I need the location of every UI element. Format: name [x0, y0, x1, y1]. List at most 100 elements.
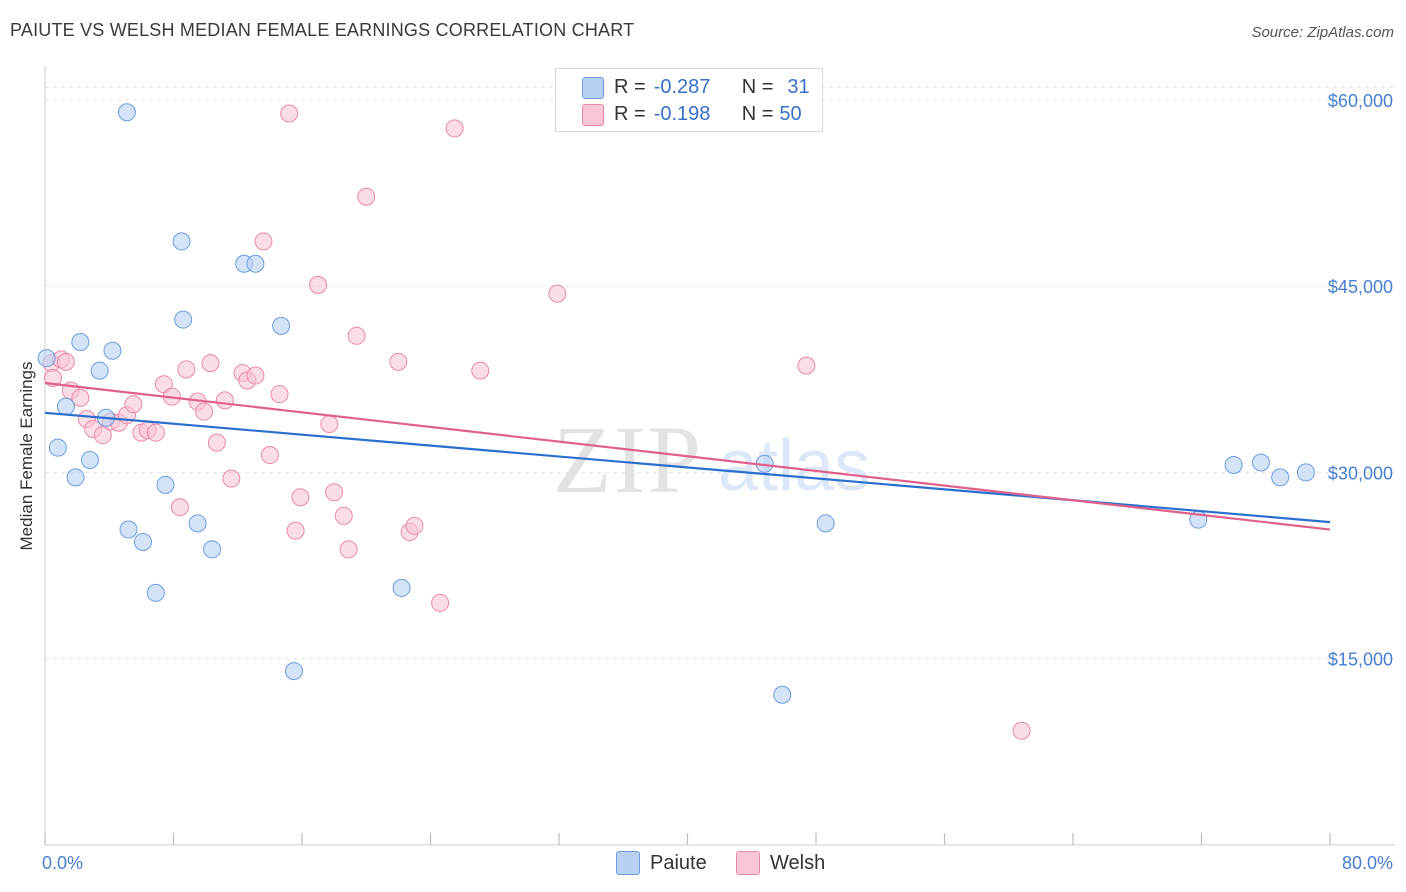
welsh-point — [357, 187, 376, 206]
legend-r-value: -0.198 — [653, 102, 711, 125]
paiute-point — [272, 316, 291, 335]
welsh-point — [389, 352, 408, 371]
legend-n-value: 50 — [779, 102, 802, 125]
welsh-point — [445, 119, 464, 138]
x-tick-label: 80.0% — [1342, 853, 1393, 873]
paiute-point — [1271, 468, 1290, 487]
tick-labels: $15,000 $30,000 $45,000 $60,000 0.0% 80.0% — [42, 91, 1393, 873]
legend-swatch-paiute — [582, 77, 604, 99]
bottom-legend-paiute: Paiute — [616, 851, 707, 875]
welsh-trend-line — [44, 381, 1331, 531]
paiute-point — [37, 349, 56, 368]
welsh-point — [334, 506, 353, 525]
bottom-legend-label-paiute: Paiute — [650, 851, 707, 874]
trend-lines — [44, 381, 1331, 531]
legend-row-paiute: R = -0.287 N = 31 — [614, 75, 810, 99]
paiute-point — [80, 451, 99, 469]
welsh-point — [56, 352, 75, 371]
paiute-point — [56, 397, 75, 416]
watermark-atlas: atlas — [718, 426, 870, 506]
legend-swatch-welsh — [582, 104, 604, 126]
welsh-point — [548, 284, 567, 303]
welsh-point — [797, 356, 816, 375]
chart-title: PAIUTE VS WELSH MEDIAN FEMALE EARNINGS C… — [10, 20, 635, 40]
welsh-point — [44, 369, 63, 388]
y-axis-title: Median Female Earnings — [17, 362, 36, 551]
legend-r-label: R = — [614, 102, 646, 125]
paiute-point — [174, 310, 193, 329]
welsh-point — [177, 360, 196, 379]
welsh-point — [270, 385, 289, 404]
welsh-point — [260, 446, 279, 465]
welsh-point — [146, 423, 165, 442]
legend-r-label: R = — [614, 75, 646, 98]
paiute-point — [172, 232, 191, 251]
source-label: Source: ZipAtlas.com — [1251, 24, 1394, 41]
watermark: ZIP — [553, 406, 703, 513]
welsh-points — [42, 104, 1031, 740]
paiute-points — [37, 103, 1315, 704]
paiute-point — [90, 361, 109, 380]
paiute-point — [1251, 453, 1270, 472]
welsh-point — [207, 433, 226, 452]
legend-row-welsh: R = -0.198 N = 50 — [614, 102, 802, 126]
bottom-legend-label-welsh: Welsh — [770, 851, 826, 874]
welsh-point — [291, 488, 310, 507]
paiute-point — [117, 103, 136, 122]
welsh-point — [124, 395, 143, 414]
paiute-point — [66, 468, 85, 487]
legend-n-label: N = — [741, 75, 774, 98]
paiute-point — [156, 475, 175, 494]
paiute-point — [71, 333, 90, 352]
bottom-legend-welsh: Welsh — [736, 851, 825, 875]
welsh-point — [246, 366, 265, 385]
y-tick-label: $60,000 — [1328, 91, 1393, 111]
bottom-legend-swatch-paiute — [616, 851, 640, 875]
bottom-legend: Paiute Welsh — [0, 851, 1406, 879]
paiute-point — [773, 685, 792, 704]
welsh-point — [320, 414, 339, 433]
x-tick-label: 0.0% — [42, 853, 83, 873]
welsh-point — [1012, 721, 1031, 740]
paiute-point — [816, 514, 835, 533]
welsh-point — [471, 361, 490, 380]
welsh-point — [347, 326, 366, 345]
welsh-point — [170, 498, 189, 517]
welsh-point — [195, 402, 214, 421]
welsh-point — [325, 483, 344, 502]
welsh-point — [215, 391, 234, 410]
paiute-point — [133, 532, 152, 551]
axis-layer — [44, 66, 1395, 846]
welsh-point — [286, 521, 305, 540]
welsh-point — [71, 388, 90, 407]
paiute-point — [103, 341, 122, 360]
paiute-point — [284, 662, 303, 681]
welsh-point — [93, 426, 112, 445]
paiute-point — [392, 578, 411, 597]
paiute-point — [48, 438, 67, 457]
welsh-point — [431, 593, 450, 612]
paiute-point — [119, 520, 138, 539]
legend-r-value: -0.287 — [653, 75, 711, 98]
welsh-point — [280, 104, 299, 123]
paiute-trend-line — [44, 411, 1331, 524]
welsh-point — [405, 516, 424, 535]
legend-n-label: N = — [741, 102, 774, 125]
y-tick-label: $45,000 — [1328, 277, 1393, 297]
bottom-legend-swatch-welsh — [736, 851, 760, 875]
welsh-point — [339, 540, 358, 559]
paiute-point — [246, 254, 265, 273]
legend-n-value: 31 — [787, 75, 810, 98]
welsh-point — [309, 275, 328, 294]
paiute-point — [1224, 455, 1243, 474]
paiute-point — [1296, 463, 1315, 482]
paiute-point — [188, 514, 207, 533]
paiute-point — [203, 540, 222, 559]
welsh-point — [222, 469, 241, 488]
y-tick-label: $15,000 — [1328, 650, 1393, 670]
legend-box: R = -0.287 N = 31 R = -0.198 N = 50 — [555, 68, 823, 132]
welsh-point — [254, 232, 273, 251]
y-tick-label: $30,000 — [1328, 463, 1393, 483]
paiute-point — [146, 583, 165, 602]
